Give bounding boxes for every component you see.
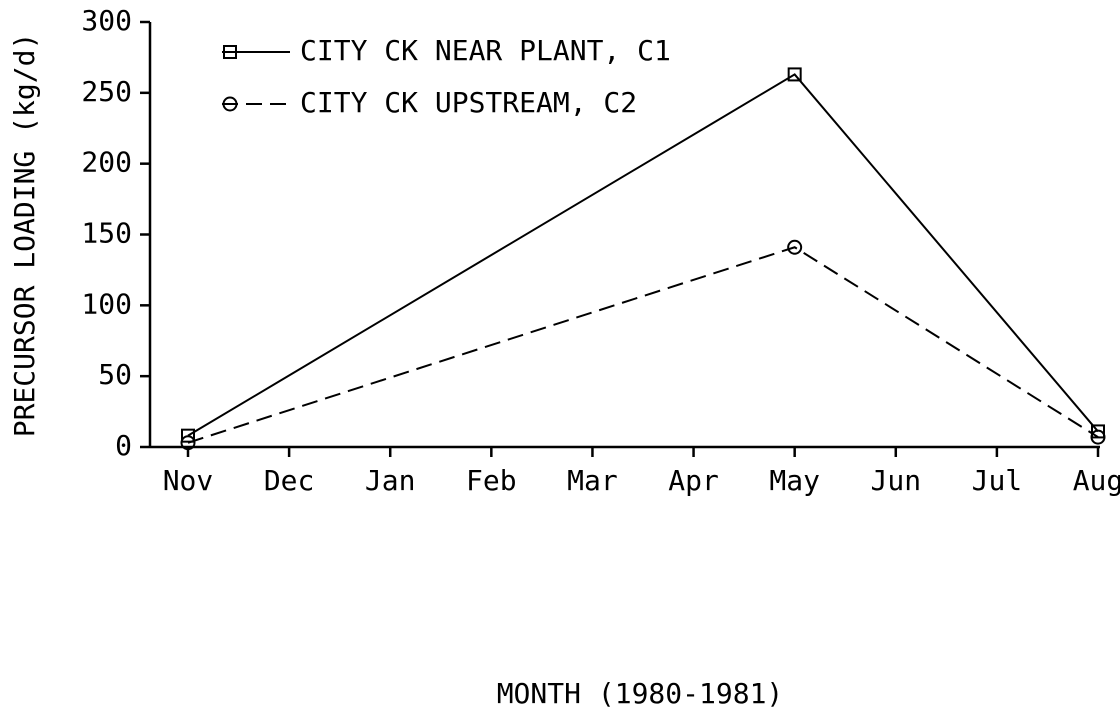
marker bbox=[787, 239, 803, 255]
series-line bbox=[187, 73, 1099, 437]
legend-label: CITY CK NEAR PLANT, C1 bbox=[300, 34, 671, 67]
x-axis-label: MONTH (1980-1981) bbox=[497, 677, 784, 710]
marker bbox=[787, 67, 802, 82]
x-tick-label: Nov bbox=[163, 464, 214, 497]
marker bbox=[181, 428, 195, 443]
marker bbox=[1091, 424, 1105, 439]
y-tick-label: 50 bbox=[98, 358, 132, 391]
x-tick-label: Jan bbox=[365, 464, 416, 497]
x-tick-label: Jul bbox=[972, 464, 1023, 497]
y-tick-label: 250 bbox=[81, 75, 132, 108]
x-tick-label: May bbox=[769, 464, 820, 497]
x-tick-label: Aug bbox=[1073, 464, 1120, 497]
y-tick-label: 300 bbox=[81, 4, 132, 37]
y-axis-label: PRECURSOR LOADING (kg/d) bbox=[8, 33, 41, 438]
x-tick-label: Mar bbox=[567, 464, 618, 497]
y-tick-label: 150 bbox=[81, 217, 132, 250]
marker bbox=[1090, 429, 1106, 445]
y-tick-label: 200 bbox=[81, 146, 132, 179]
x-tick-label: Apr bbox=[668, 464, 719, 497]
legend-label: CITY CK UPSTREAM, C2 bbox=[300, 86, 637, 119]
series-line bbox=[187, 246, 1099, 444]
marker bbox=[223, 45, 237, 59]
x-tick-label: Jun bbox=[870, 464, 921, 497]
marker bbox=[180, 435, 196, 451]
x-tick-label: Feb bbox=[466, 464, 517, 497]
marker bbox=[222, 96, 238, 112]
x-tick-label: Dec bbox=[264, 464, 315, 497]
y-tick-label: 0 bbox=[115, 429, 132, 462]
y-tick-label: 100 bbox=[81, 287, 132, 320]
